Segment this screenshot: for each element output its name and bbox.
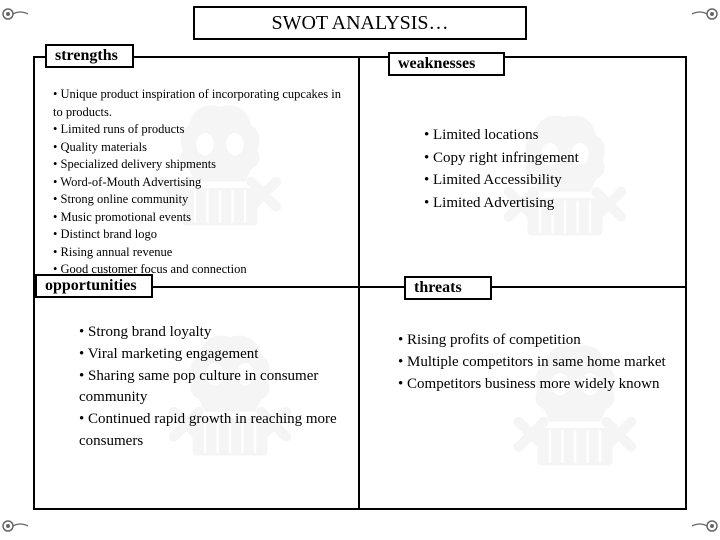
weaknesses-list: Limited locationsCopy right infringement… — [376, 86, 669, 214]
list-item: Word-of-Mouth Advertising — [53, 174, 342, 192]
list-item: Copy right infringement — [424, 147, 669, 170]
list-item: Strong brand loyalty — [79, 322, 342, 344]
threats-quadrant: threats Rising profits of competitionMul… — [360, 288, 685, 508]
opportunities-label: opportunities — [35, 274, 153, 298]
swot-grid: strengths Unique product inspiration of … — [33, 56, 687, 510]
list-item: Continued rapid growth in reaching more … — [79, 409, 342, 453]
list-item: Competitors business more widely known — [398, 374, 669, 396]
list-item: Music promotional events — [53, 209, 342, 227]
list-item: Strong online community — [53, 191, 342, 209]
list-item: Rising profits of competition — [398, 330, 669, 352]
list-item: Specialized delivery shipments — [53, 156, 342, 174]
list-item: Multiple competitors in same home market — [398, 352, 669, 374]
page-title: SWOT ANALYSIS… — [193, 6, 527, 40]
list-item: Rising annual revenue — [53, 244, 342, 262]
opportunities-list: Strong brand loyaltyViral marketing enga… — [51, 316, 342, 453]
strengths-label: strengths — [45, 44, 134, 68]
strengths-list: Unique product inspiration of incorporat… — [51, 86, 342, 279]
corner-flourish-icon — [690, 8, 718, 20]
corner-flourish-icon — [2, 8, 30, 20]
list-item: Limited Accessibility — [424, 169, 669, 192]
corner-flourish-icon — [2, 520, 30, 532]
list-item: Unique product inspiration of incorporat… — [53, 86, 342, 121]
weaknesses-quadrant: weaknesses Limited locationsCopy right i… — [360, 58, 685, 288]
corner-flourish-icon — [690, 520, 718, 532]
list-item: Sharing same pop culture in consumer com… — [79, 366, 342, 410]
list-item: Limited Advertising — [424, 192, 669, 215]
list-item: Distinct brand logo — [53, 226, 342, 244]
opportunities-quadrant: opportunities Strong brand loyaltyViral … — [35, 288, 360, 508]
threats-list: Rising profits of competitionMultiple co… — [376, 316, 669, 395]
list-item: Limited locations — [424, 124, 669, 147]
list-item: Viral marketing engagement — [79, 344, 342, 366]
list-item: Quality materials — [53, 139, 342, 157]
list-item: Limited runs of products — [53, 121, 342, 139]
strengths-quadrant: strengths Unique product inspiration of … — [35, 58, 360, 288]
weaknesses-label: weaknesses — [388, 52, 505, 76]
threats-label: threats — [404, 276, 492, 300]
